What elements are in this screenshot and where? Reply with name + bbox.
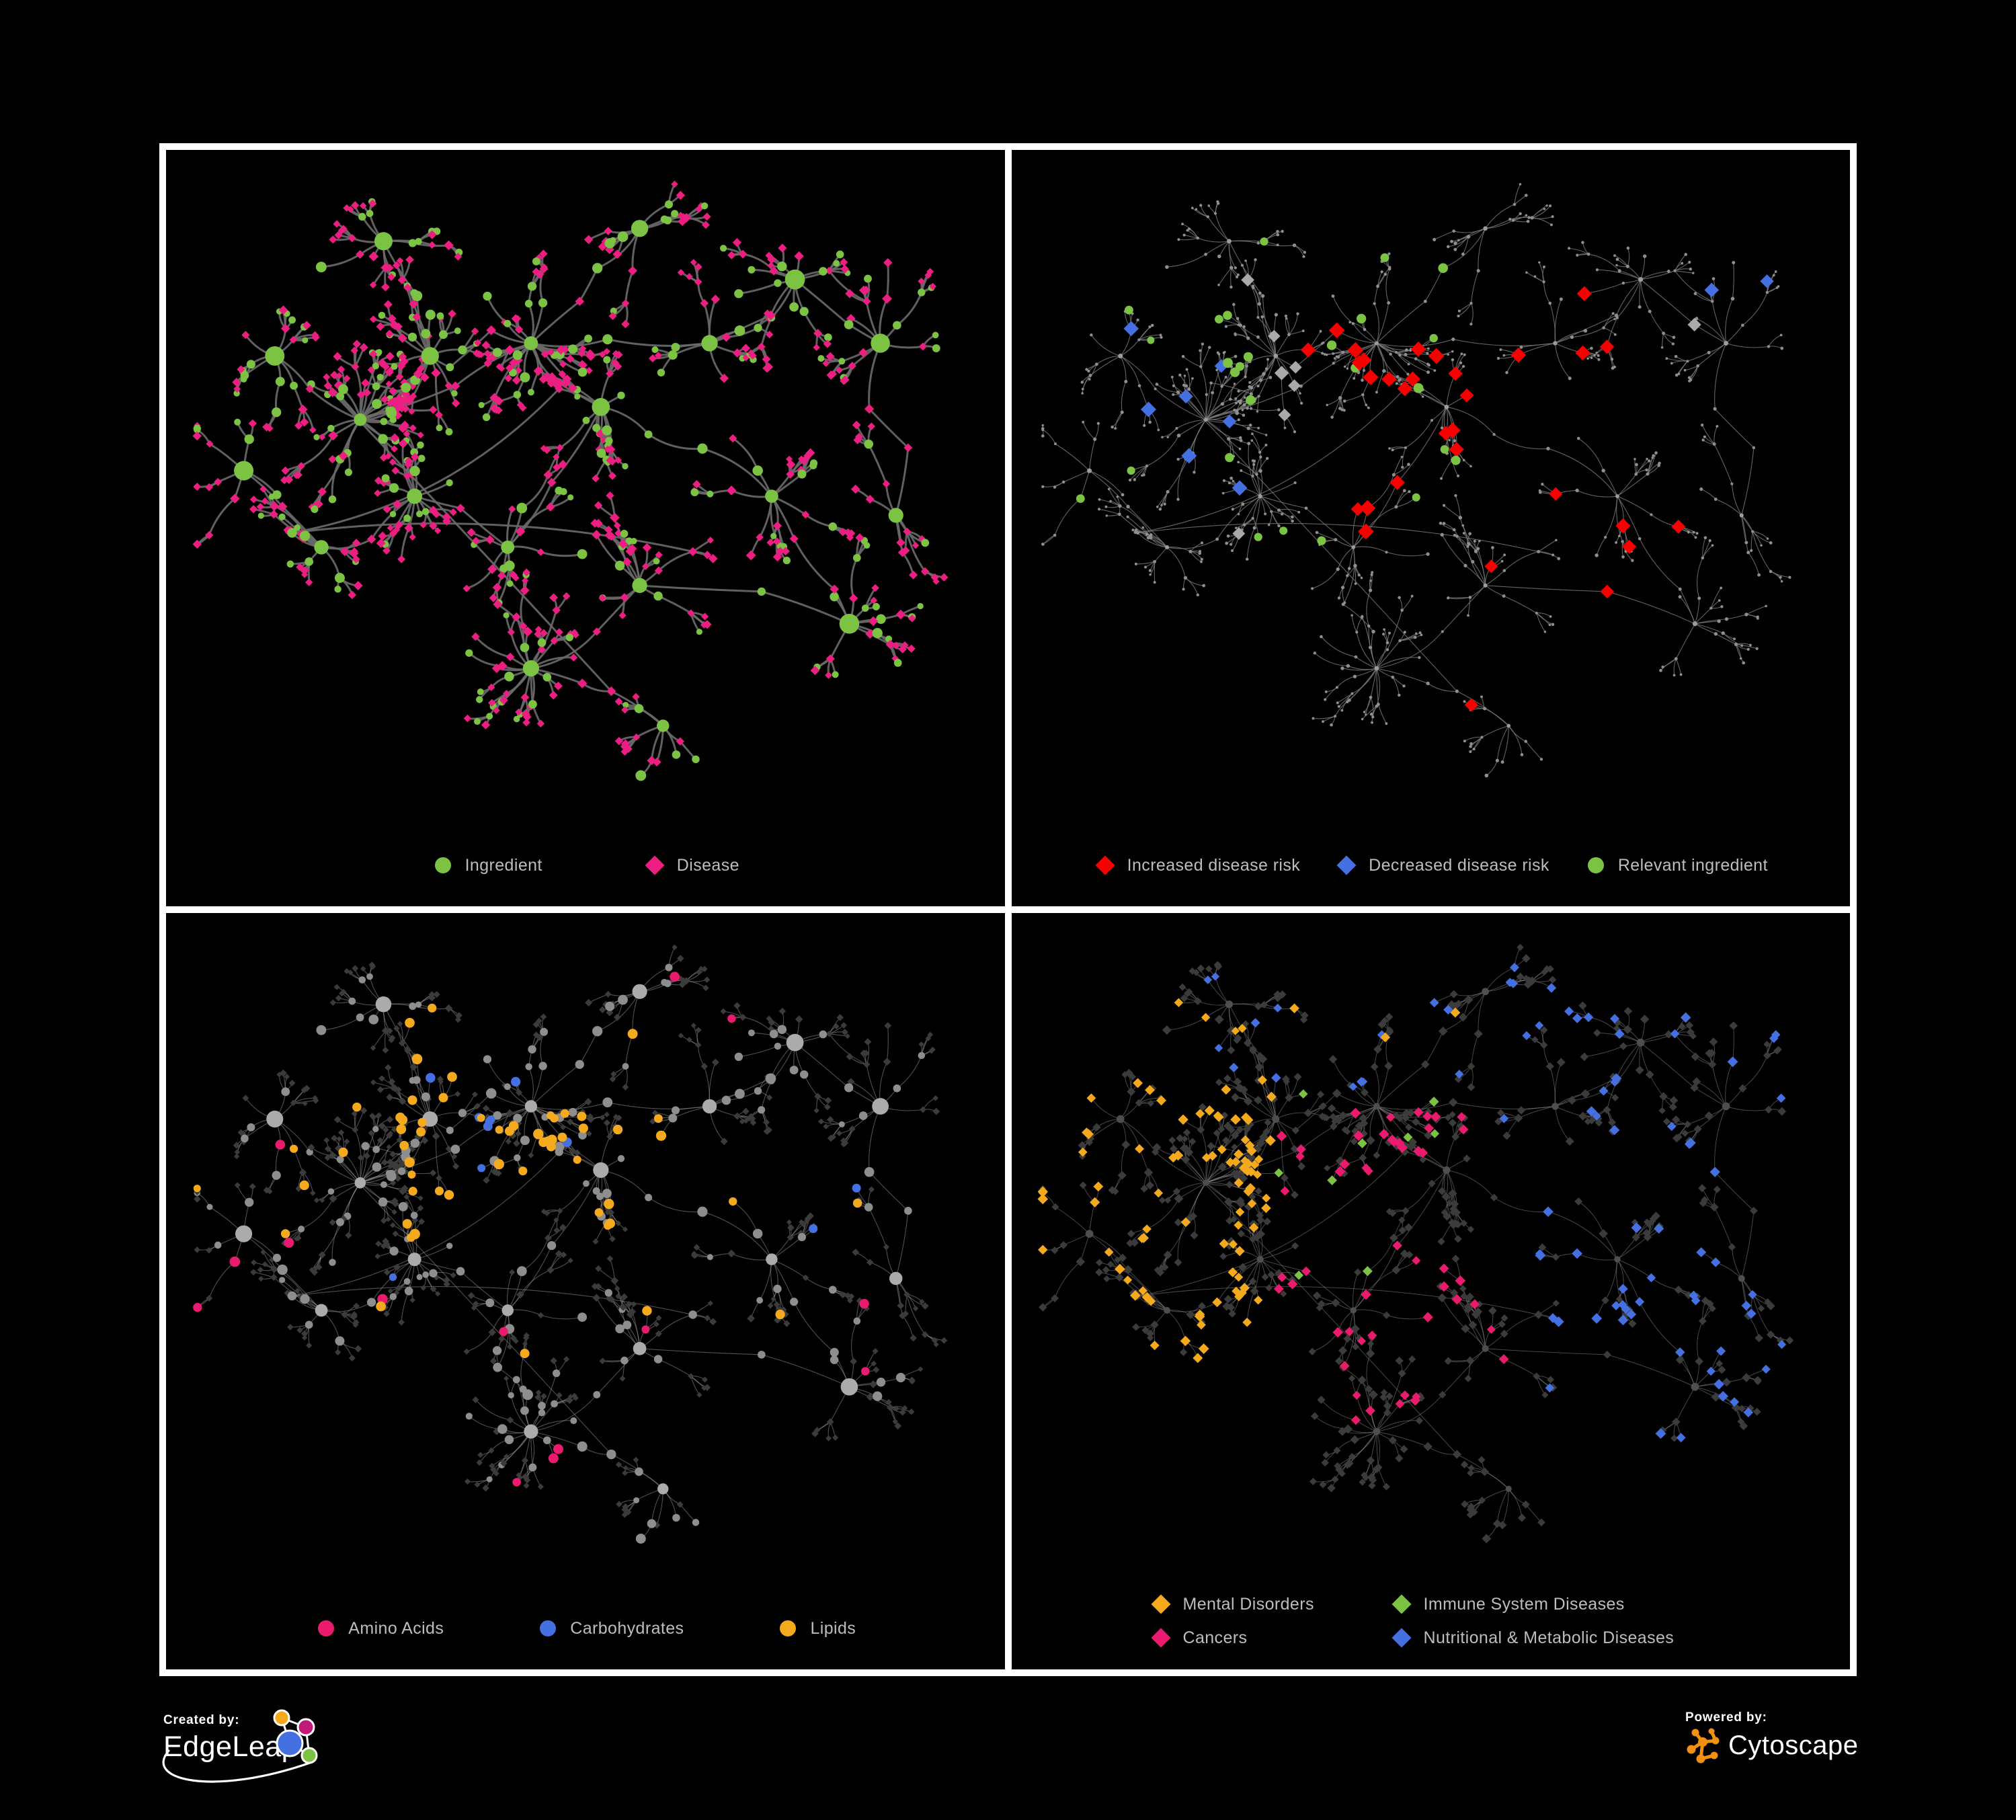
edgeleap-wordmark: EdgeLeap [163, 1731, 298, 1763]
panel-disease-risk: Increased disease risk Decreased disease … [1011, 150, 1851, 906]
powered-by-block: Powered by: Cytoscape [1685, 1710, 1887, 1791]
network-canvas-disease-risk [1041, 183, 1791, 778]
legend-disease-risk: Increased disease risk Decreased disease … [1012, 854, 1851, 877]
panel-ingredient-disease: Ingredient Disease [166, 150, 1005, 906]
legend-label: Mental Disorders [1182, 1594, 1314, 1614]
legend-circle-icon [780, 1620, 797, 1636]
legend-item-ingredient: Ingredient [432, 854, 542, 877]
legend-circle-icon [318, 1620, 335, 1636]
created-by-block: Created by: EdgeLeap [162, 1709, 338, 1801]
legend-item-mental-disorders: Mental Disorders [1150, 1593, 1390, 1616]
cytoscape-wordmark: Cytoscape [1728, 1730, 1859, 1760]
legend-item-disease: Disease [643, 854, 739, 877]
legend-label: Ingredient [465, 855, 542, 875]
panel-grid: Ingredient Disease Increased disease risk… [159, 143, 1857, 1676]
legend-label: Amino Acids [348, 1618, 444, 1638]
legend-diamond-icon [1151, 1628, 1170, 1648]
legend-ingredient-disease: Ingredient Disease [166, 854, 1005, 877]
legend-item-immune-system-diseases: Immune System Diseases [1390, 1593, 1675, 1616]
edgeleap-logo-icon [273, 1709, 318, 1764]
panel-macronutrients: Amino Acids Carbohydrates Lipids [166, 913, 1005, 1669]
legend-circle-icon [540, 1620, 557, 1636]
legend-item-increased-disease-risk: Increased disease risk [1094, 854, 1301, 877]
legend-label: Immune System Diseases [1423, 1594, 1625, 1614]
legend-item-cancers: Cancers [1150, 1626, 1390, 1649]
legend-disease-categories: Mental Disorders Immune System Diseases Ca… [1150, 1593, 1675, 1649]
legend-label: Nutritional & Metabolic Diseases [1423, 1628, 1675, 1647]
network-canvas-macronutrients [193, 944, 948, 1544]
legend-item-nutritional-metabolic-diseases: Nutritional & Metabolic Diseases [1390, 1626, 1675, 1649]
legend-item-decreased-disease-risk: Decreased disease risk [1335, 854, 1549, 877]
legend-diamond-icon [1151, 1594, 1170, 1614]
legend-label: Relevant ingredient [1617, 855, 1768, 875]
legend-diamond-icon [645, 855, 665, 875]
legend-item-amino-acids: Amino Acids [315, 1617, 444, 1640]
network-canvas-ingredient-disease [192, 180, 949, 781]
legend-label: Decreased disease risk [1369, 855, 1549, 875]
legend-circle-icon [434, 857, 451, 873]
edgeleap-swoosh-icon [162, 1749, 311, 1783]
panel-disease-categories: Mental Disorders Immune System Diseases Ca… [1011, 913, 1850, 1669]
legend-label: Lipids [810, 1618, 856, 1638]
cytoscape-logo-icon [1687, 1728, 1720, 1764]
legend-label: Cancers [1182, 1628, 1248, 1647]
powered-by-label: Powered by: [1685, 1710, 1767, 1725]
legend-label: Disease [676, 855, 739, 875]
legend-circle-icon [1587, 857, 1604, 873]
created-by-label: Created by: [163, 1713, 240, 1727]
legend-item-relevant-ingredient: Relevant ingredient [1584, 854, 1768, 877]
legend-diamond-icon [1392, 1594, 1411, 1614]
legend-label: Increased disease risk [1127, 855, 1301, 875]
legend-diamond-icon [1392, 1628, 1411, 1648]
legend-macronutrients: Amino Acids Carbohydrates Lipids [166, 1617, 1005, 1640]
legend-diamond-icon [1336, 855, 1357, 875]
network-canvas-disease-categories [1037, 943, 1793, 1544]
legend-label: Carbohydrates [570, 1618, 684, 1638]
legend-item-carbohydrates: Carbohydrates [536, 1617, 684, 1640]
legend-item-lipids: Lipids [776, 1617, 856, 1640]
legend-diamond-icon [1095, 855, 1115, 875]
